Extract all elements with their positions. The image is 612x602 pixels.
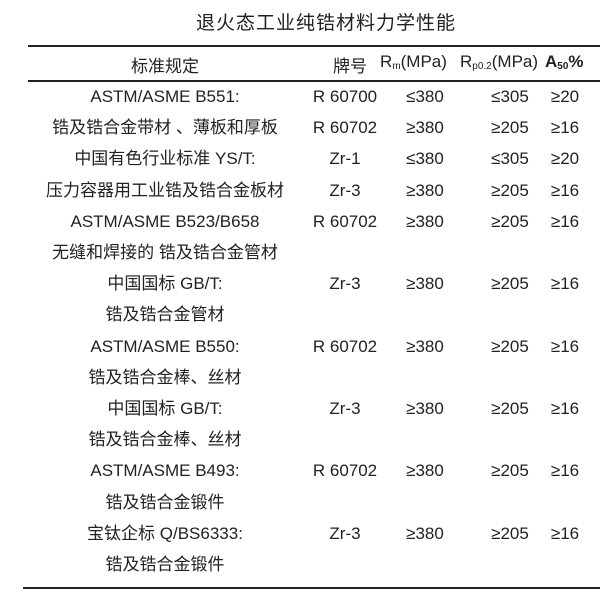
cell-rp: ≥205 [491,461,529,481]
cell-rp: ≥205 [491,523,529,543]
cell-rp [470,488,550,518]
cell-std: 无缝和焊接的 锆及锆合金管材 [52,243,278,262]
cell-a: ≥16 [550,180,580,200]
header-rm: Rm(MPa) [380,52,447,78]
cell-rm [395,238,455,268]
rm-sub: m [392,61,401,72]
cell-rm [395,363,455,393]
cell-grade: Zr-3 [329,180,361,200]
a-base: A [545,52,558,71]
cell-rp: ≥205 [491,399,529,418]
rp-unit: (MPa) [491,52,539,71]
cell-grade: R 60702 [312,461,378,481]
cell-grade: Zr-3 [329,274,361,294]
cell-std: 宝钛企标 Q/BS6333: [87,523,243,543]
cell-std: 锆及锆合金棒、丝材 [88,367,242,387]
top-rule [28,45,600,47]
cell-rm: ≥380 [406,180,444,200]
cell-grade: R 60702 [312,118,378,138]
cell-std: 中国国标 GB/T: [107,274,223,294]
cell-rp: ≥205 [491,180,529,200]
cell-rp: ≥205 [491,211,529,231]
cell-rm [395,488,455,518]
cell-rp [470,238,550,268]
cell-rp: ≥205 [491,274,529,294]
cell-rp [470,363,550,393]
cell-rm [395,300,455,330]
cell-rp [470,550,550,580]
cell-grade [300,363,390,393]
header-grade: 牌号 [333,57,367,76]
cell-rm: ≥380 [406,336,444,356]
cell-std: 锆及锆合金锻件 [105,555,225,574]
cell-std: 中国有色行业标准 YS/T: [74,149,256,169]
cell-a [540,488,590,518]
a-sub: 50 [557,61,569,72]
cell-std: ASTM/ASME B523/B658 [70,211,260,231]
cell-grade [300,550,390,580]
cell-rm: ≥380 [406,461,444,481]
cell-grade [300,238,390,268]
cell-rp: ≥205 [491,336,529,356]
cell-a [540,300,590,330]
cell-grade: R 60702 [312,211,378,231]
rp-base: R [460,52,473,71]
cell-std: 锆及锆合金棒、丝材 [88,430,242,450]
cell-std: 锆及锆合金管材 [105,305,225,325]
cell-a [540,425,590,455]
cell-rm [395,550,455,580]
cell-grade: Zr-3 [329,399,361,418]
cell-rm: ≥380 [406,211,444,231]
cell-rp [470,300,550,330]
cell-rm: ≤380 [406,87,444,106]
cell-a [540,550,590,580]
bottom-rule [23,587,600,589]
rp-sub: p0.2 [472,61,492,72]
cell-grade: R 60700 [312,87,378,106]
header-rp: Rp0.2(MPa) [460,52,538,78]
cell-rm: ≥380 [406,118,444,138]
cell-grade: Zr-1 [329,149,361,169]
header-standard: 标准规定 [131,57,199,76]
cell-a: ≥16 [550,211,580,231]
cell-grade: Zr-3 [329,523,361,543]
cell-std: 中国国标 GB/T: [107,399,223,418]
cell-grade [300,488,390,518]
cell-a: ≥20 [550,149,580,169]
cell-rp: ≥205 [491,118,529,138]
cell-std: 压力容器用工业锆及锆合金板材 [46,180,284,200]
cell-a [540,238,590,268]
cell-std: 锆及锆合金锻件 [105,492,225,512]
cell-rm: ≥380 [406,274,444,294]
cell-a: ≥20 [550,87,580,106]
cell-rp: ≤305 [491,149,529,169]
cell-std: ASTM/ASME B550: [90,336,240,356]
cell-a: ≥16 [550,274,580,294]
cell-a: ≥16 [550,336,580,356]
cell-rp [470,425,550,455]
cell-grade: R 60702 [312,336,378,356]
table-title: 退火态工业纯锆材料力学性能 [195,13,456,34]
header-a: A50% [545,52,584,78]
cell-a [540,363,590,393]
cell-rm: ≥380 [406,399,444,418]
cell-std: ASTM/ASME B493: [90,461,240,481]
rm-base: R [380,52,393,71]
cell-rp: ≤305 [491,87,529,106]
cell-std: 锆及锆合金带材 、薄板和厚板 [52,118,278,138]
cell-a: ≥16 [550,118,580,138]
a-unit: % [568,52,584,71]
cell-grade [300,300,390,330]
cell-rm [395,425,455,455]
cell-std: ASTM/ASME B551: [90,87,240,106]
cell-rm: ≤380 [406,149,444,169]
header-rule [28,80,600,82]
cell-grade [300,425,390,455]
cell-a: ≥16 [550,523,580,543]
rm-unit: (MPa) [400,52,447,71]
cell-a: ≥16 [550,399,580,418]
cell-rm: ≥380 [406,523,444,543]
cell-a: ≥16 [550,461,580,481]
